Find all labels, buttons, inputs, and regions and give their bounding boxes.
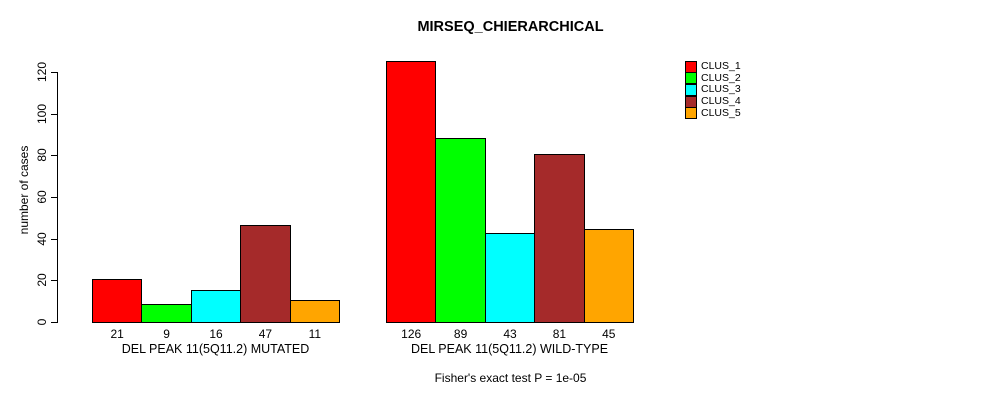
legend-label: CLUS_2 [701, 71, 741, 84]
y-tick-label: 80 [35, 148, 49, 163]
legend-item: CLUS_5 [685, 106, 741, 120]
bar-value-label: 126 [401, 326, 422, 341]
y-tick-label: 0 [35, 318, 49, 326]
y-tick-label: 20 [35, 273, 49, 288]
legend-swatch [685, 83, 697, 96]
legend-swatch [685, 107, 697, 120]
y-tick [51, 322, 57, 323]
bar-value-label: 21 [110, 326, 124, 341]
bar-clus-5-wild-type [583, 229, 634, 323]
bar-clus-1-wild-type [386, 60, 437, 323]
bar-clus-2-wild-type [435, 137, 486, 323]
bar-clus-4-wild-type [534, 154, 585, 323]
y-tick-label: 40 [35, 231, 49, 246]
bar-clus-1-mutated [92, 279, 143, 323]
legend-label: CLUS_3 [701, 83, 741, 96]
chart-title: MIRSEQ_CHIERARCHICAL [417, 19, 604, 35]
bar-value-label: 43 [503, 326, 517, 341]
y-tick-label: 60 [35, 190, 49, 204]
legend-label: CLUS_5 [701, 106, 741, 119]
x-category-label: DEL PEAK 11(5Q11.2) MUTATED [121, 341, 310, 356]
legend-item: CLUS_3 [685, 83, 741, 96]
bar-clus-4-mutated [240, 225, 291, 323]
bar-value-label: 9 [163, 326, 170, 341]
bar-value-label: 45 [602, 326, 616, 341]
bar-value-label: 89 [453, 326, 468, 341]
y-tick-label: 100 [35, 103, 49, 124]
legend-label: CLUS_1 [701, 60, 741, 73]
bar-clus-5-mutated [289, 300, 340, 323]
legend-label: CLUS_4 [701, 95, 741, 108]
x-category-label: DEL PEAK 11(5Q11.2) WILD-TYPE [410, 341, 609, 356]
y-tick [51, 155, 57, 157]
annotation-text: Fisher's exact test P = 1e-05 [434, 371, 587, 385]
y-tick [51, 72, 57, 73]
bar-clus-2-mutated [141, 304, 192, 323]
y-tick [51, 238, 57, 240]
bar-value-label: 11 [308, 326, 322, 341]
y-axis-label: number of cases [17, 145, 31, 235]
legend-swatch [685, 95, 697, 108]
legend-swatch [685, 72, 697, 85]
y-tick-label: 120 [35, 61, 49, 83]
legend-swatch [685, 60, 697, 73]
y-tick [51, 197, 57, 198]
y-tick [51, 113, 57, 115]
bar-value-label: 47 [258, 326, 273, 341]
bar-value-label: 16 [209, 326, 223, 341]
bar-clus-3-mutated [190, 289, 242, 323]
y-axis-line [57, 72, 58, 323]
bar-value-label: 81 [552, 326, 567, 341]
legend-item: CLUS_1 [685, 60, 741, 73]
legend-item: CLUS_2 [685, 71, 741, 85]
bar-clus-3-wild-type [484, 233, 536, 323]
legend-item: CLUS_4 [685, 95, 741, 108]
legend: CLUS_1 CLUS_2 CLUS_3 CLUS_4 CLUS_5 [685, 60, 741, 120]
y-tick [51, 280, 57, 282]
